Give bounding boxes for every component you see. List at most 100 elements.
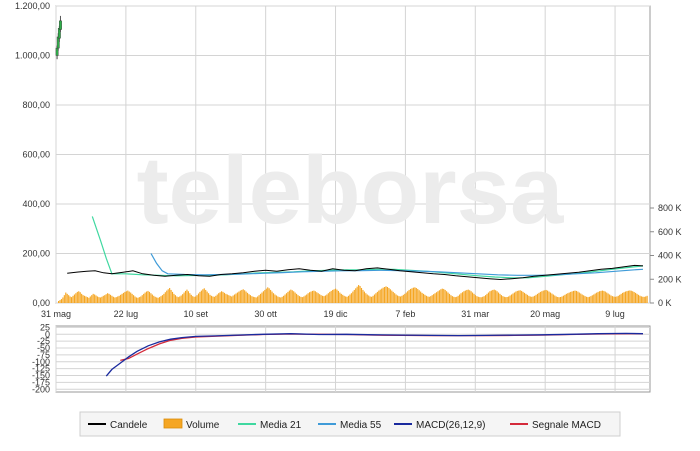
x-tick-label: 9 lug [605, 309, 625, 319]
volume-bar [438, 290, 440, 303]
volume-bar [633, 292, 635, 303]
volume-bar [122, 292, 125, 303]
volume-bar [73, 294, 76, 303]
volume-bar [248, 294, 250, 303]
volume-bar [365, 293, 367, 303]
volume-bar [265, 288, 267, 303]
volume-bar [523, 292, 526, 303]
volume-bar [79, 292, 81, 303]
volume-bar [268, 288, 270, 303]
volume-bar [538, 292, 540, 303]
x-tick-label: 20 mag [530, 309, 560, 319]
volume-bars [58, 285, 648, 303]
volume-bar [389, 289, 391, 303]
volume-bar [606, 292, 608, 303]
volume-bar [479, 297, 481, 303]
volume-bar [522, 291, 524, 303]
legend-label: Media 21 [260, 420, 302, 431]
volume-bar [473, 293, 475, 303]
volume-bar [137, 297, 139, 303]
volume-bar [441, 288, 443, 303]
volume-bar [466, 289, 468, 303]
volume-bar [640, 296, 642, 303]
volume-bar [272, 293, 275, 303]
volume-bar [518, 290, 520, 303]
volume-bar [486, 293, 488, 303]
volume-bar [166, 290, 168, 303]
volume-bar [131, 293, 133, 303]
volume-bar [584, 296, 586, 303]
volume-bar [435, 292, 438, 303]
macd-y-tick-label: -125 [32, 364, 50, 374]
volume-bar [496, 291, 498, 303]
volume-bar [386, 286, 389, 303]
volume-bar [587, 297, 589, 303]
volume-bar [291, 290, 293, 303]
volume-bar [420, 291, 422, 303]
macd-panel [55, 325, 651, 393]
volume-bar [544, 290, 546, 303]
price-y-tick-label: 400,00 [22, 199, 50, 209]
volume-bar [353, 289, 355, 303]
volume-bar [317, 293, 319, 303]
volume-bar [371, 296, 373, 303]
volume-y-tick-label: 600 K [658, 227, 682, 237]
volume-y-tick-label: 400 K [658, 251, 682, 261]
volume-bar [88, 297, 90, 303]
volume-bar [262, 291, 264, 303]
volume-bar [378, 290, 380, 303]
volume-bar [244, 290, 246, 303]
volume-bar [316, 292, 318, 303]
volume-bar [642, 296, 644, 303]
volume-bar [560, 296, 562, 303]
volume-bar [373, 294, 376, 303]
volume-bar [493, 289, 495, 303]
volume-bar [480, 297, 482, 303]
volume-bar [484, 295, 487, 303]
volume-bar [463, 291, 465, 303]
volume-bar [226, 294, 228, 303]
volume-bar [141, 295, 143, 303]
volume-bar [474, 295, 477, 303]
volume-y-tick-label: 800 K [658, 203, 682, 213]
volume-bar [327, 293, 329, 303]
volume-bar [177, 297, 179, 303]
volume-bar [366, 294, 368, 303]
volume-bar [343, 295, 345, 303]
volume-bar [334, 288, 337, 303]
volume-bar [418, 290, 420, 303]
volume-bar [451, 296, 453, 303]
volume-bar [482, 296, 484, 303]
volume-bar [345, 296, 347, 303]
volume-bar [376, 291, 378, 303]
volume-bar [239, 290, 241, 303]
volume-bar [355, 288, 357, 303]
volume-bar [627, 290, 629, 303]
volume-bar [330, 290, 332, 303]
volume-bar [128, 291, 130, 303]
volume-bar [340, 293, 342, 303]
x-tick-label: 22 lug [114, 309, 139, 319]
volume-bar [135, 297, 138, 303]
volume-bar [349, 294, 351, 303]
volume-bar [622, 292, 624, 303]
volume-bar [231, 296, 233, 303]
watermark-text: teleborsa [137, 137, 564, 244]
volume-bar [156, 297, 158, 303]
volume-bar [98, 297, 100, 303]
volume-bar [469, 290, 471, 303]
volume-bar [81, 293, 83, 303]
volume-bar [526, 294, 528, 303]
volume-bar [306, 294, 308, 303]
volume-bar [562, 295, 565, 303]
volume-bar [409, 288, 412, 303]
volume-bar [180, 295, 182, 303]
volume-bar [368, 295, 370, 303]
volume-bar [86, 297, 88, 303]
volume-bar [255, 297, 257, 303]
volume-bar [287, 291, 289, 303]
volume-bar [65, 292, 67, 303]
x-tick-label: 31 mar [461, 309, 489, 319]
volume-bar [170, 289, 172, 303]
volume-bar [118, 295, 120, 303]
